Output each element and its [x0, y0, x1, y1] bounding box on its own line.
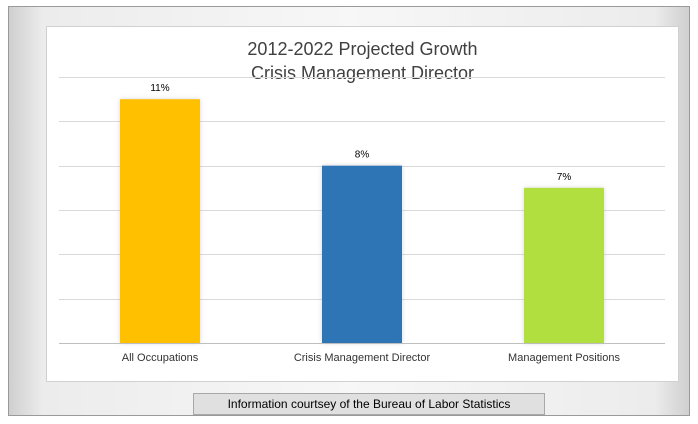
chart-panel: 2012-2022 Projected Growth Crisis Manage…	[46, 26, 679, 382]
bar-chart: 11% All Occupations 8% Crisis Management Di…	[59, 77, 665, 364]
data-label-1: 11%	[150, 83, 169, 94]
x-tick-label-1: All Occupations	[122, 352, 199, 364]
bar-2	[322, 165, 402, 343]
chart-title-line-1: 2012-2022 Projected Growth	[247, 39, 478, 59]
source-caption: Information courtsey of the Bureau of La…	[193, 393, 545, 415]
x-tick-label-2: Crisis Management Director	[294, 352, 431, 364]
bar-1	[120, 99, 200, 344]
chart-frame: 2012-2022 Projected Growth Crisis Manage…	[8, 6, 690, 416]
bar-3	[524, 187, 604, 343]
data-label-3: 7%	[557, 172, 572, 183]
data-label-2: 8%	[355, 150, 370, 161]
x-tick-label-3: Management Positions	[508, 352, 620, 364]
